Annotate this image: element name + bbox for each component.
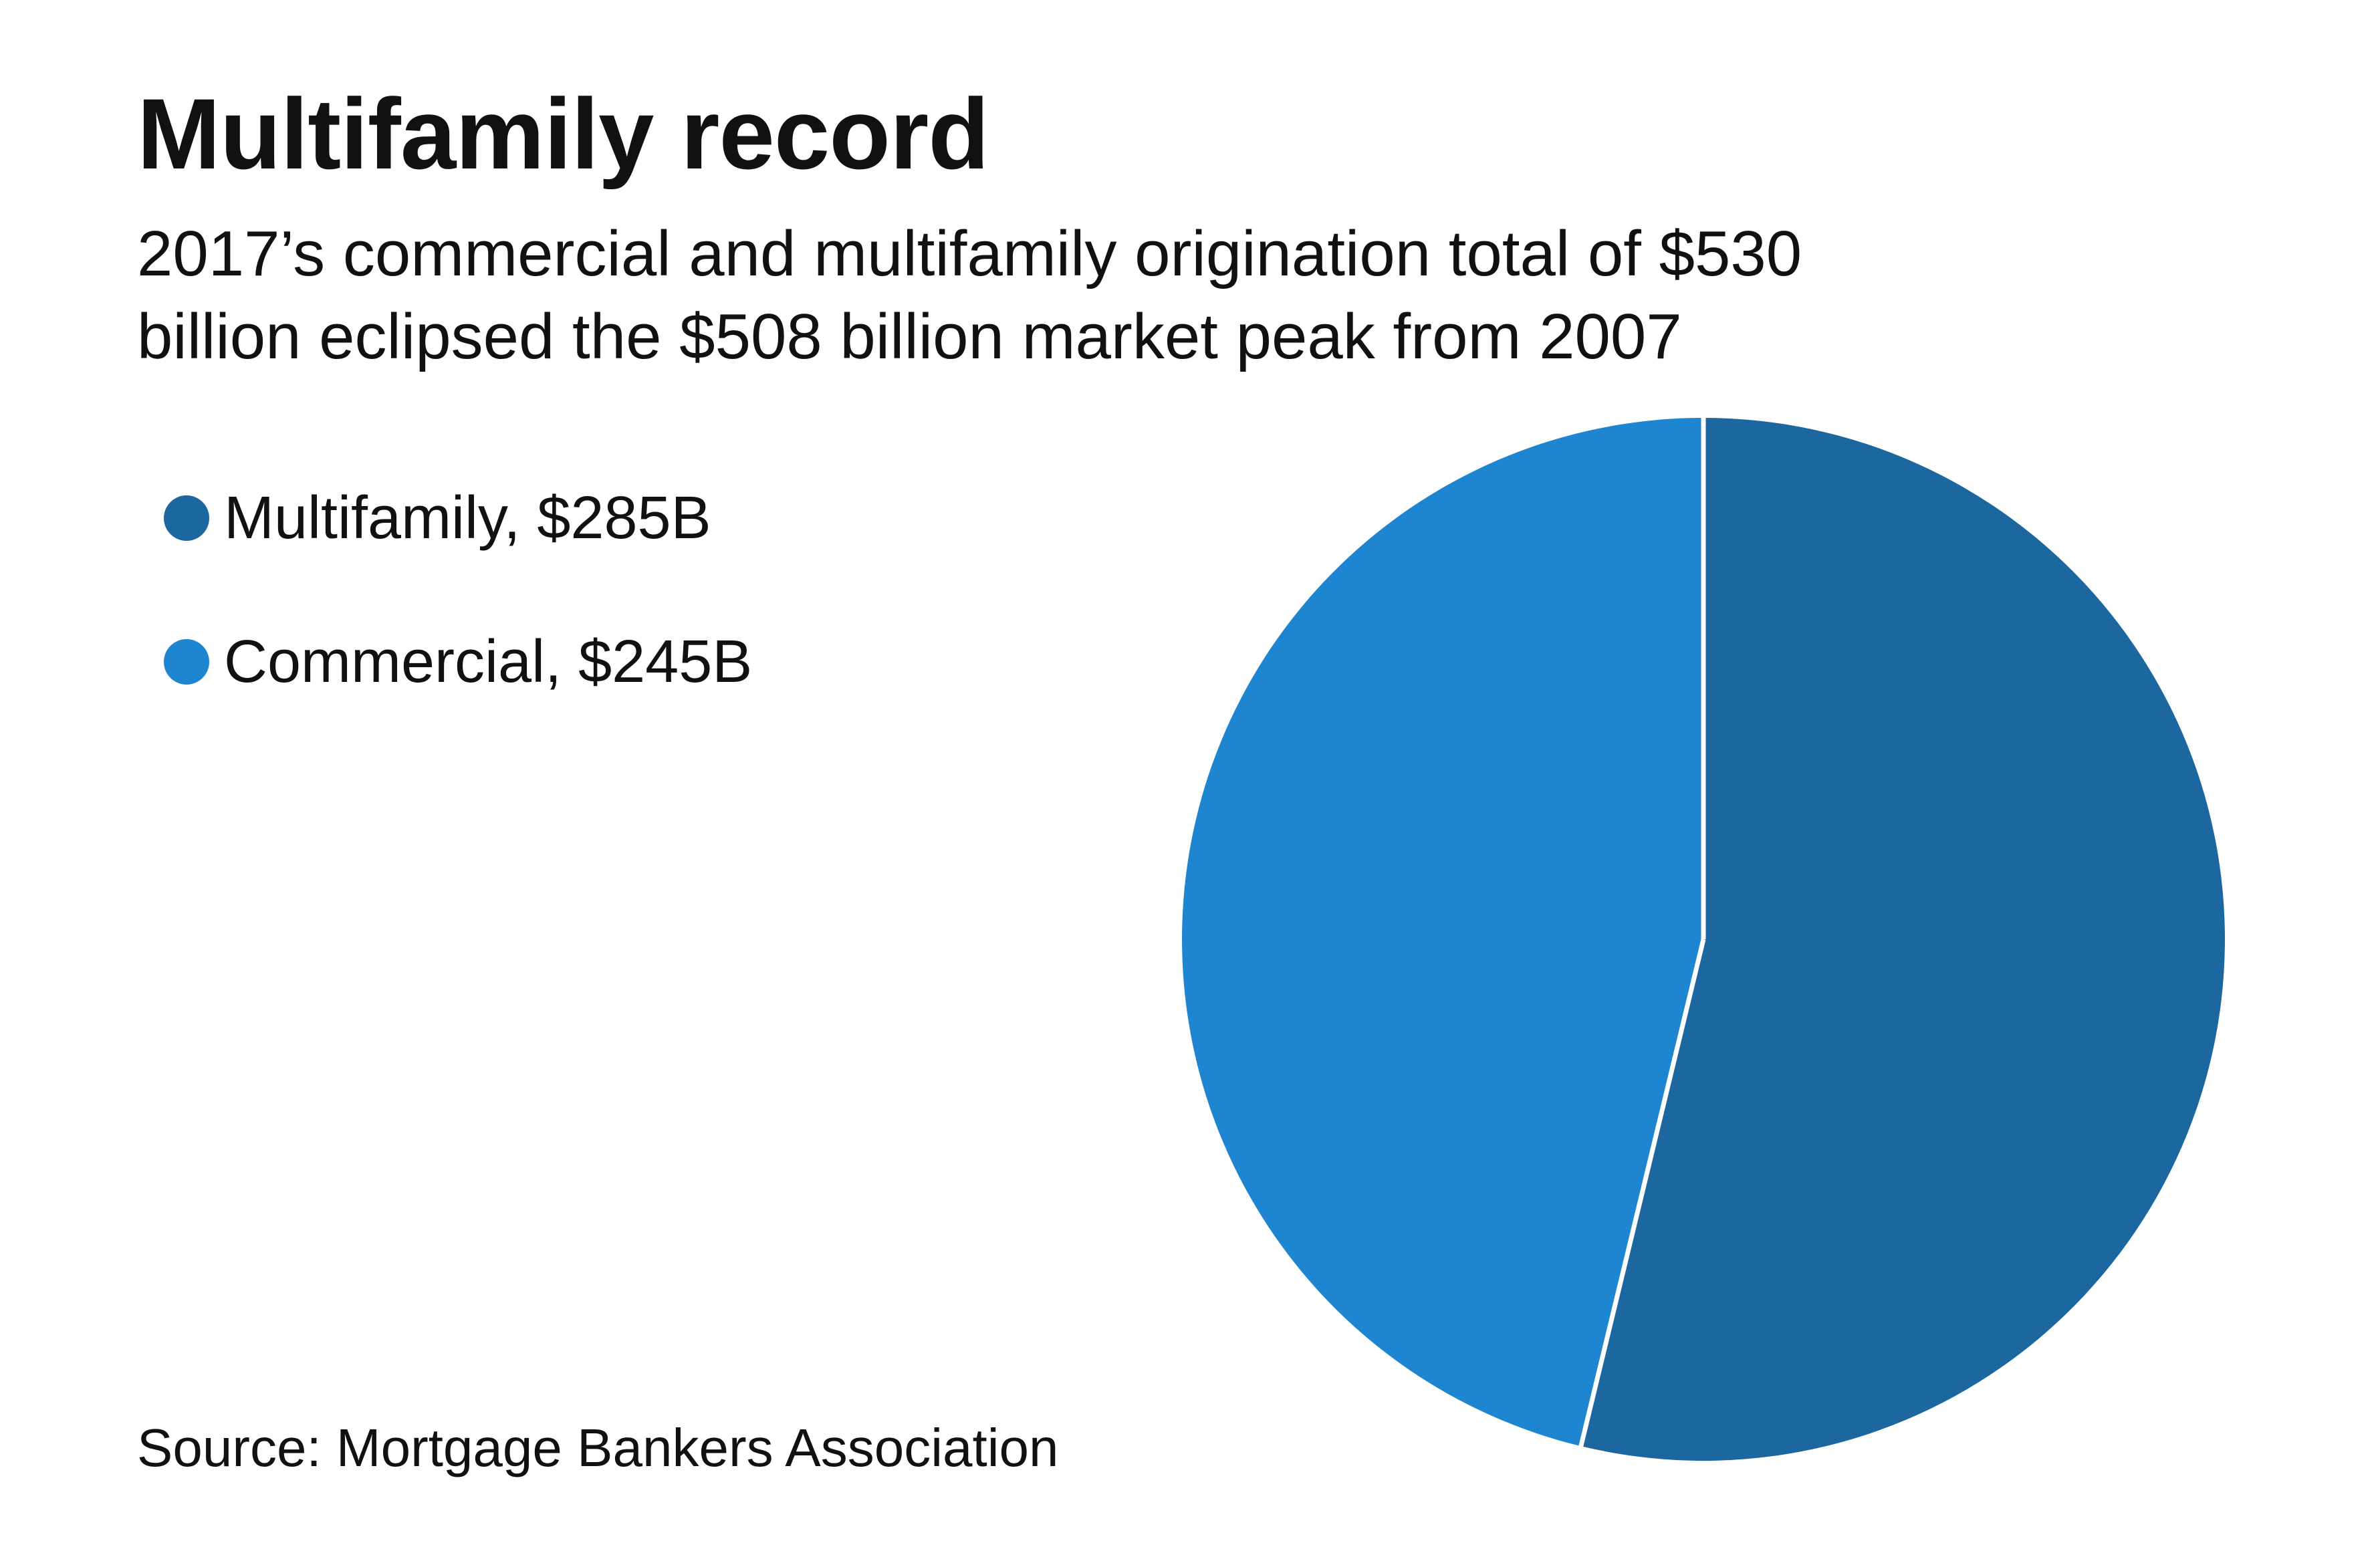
pie-divider-1 <box>1578 939 1706 1447</box>
legend-swatch-commercial <box>164 639 209 685</box>
pie-slice-multifamily <box>1580 418 2225 1461</box>
legend-label-commercial: Commercial, $245B <box>224 628 753 695</box>
chart-title: Multifamily record <box>137 78 989 190</box>
legend-label-multifamily: Multifamily, $285B <box>224 484 711 552</box>
chart-subtitle: 2017’s commercial and multifamily origin… <box>137 218 1802 372</box>
source-note: Source: Mortgage Bankers Association <box>137 1418 1059 1477</box>
pie-slice-commercial <box>1181 418 1703 1447</box>
legend-item-commercial: Commercial, $245B <box>164 625 752 699</box>
legend: Multifamily, $285B Commercial, $245B <box>164 481 752 769</box>
legend-swatch-multifamily <box>164 495 209 541</box>
legend-item-multifamily: Multifamily, $285B <box>164 481 752 555</box>
